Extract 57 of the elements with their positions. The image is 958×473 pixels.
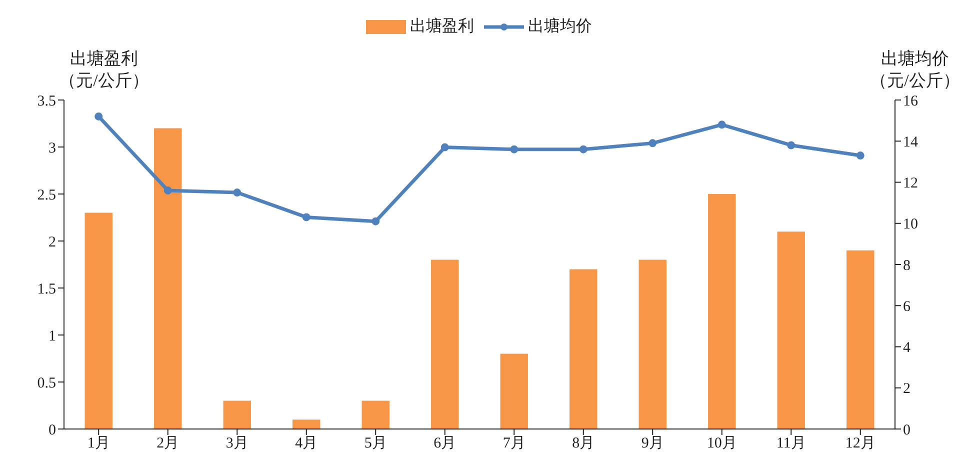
x-tick-label: 1月 — [87, 436, 110, 452]
y2-tick-label: 16 — [903, 93, 918, 110]
bar — [777, 232, 805, 429]
bar — [570, 269, 598, 429]
point — [579, 145, 588, 154]
y-tick-label: 1 — [48, 328, 56, 344]
x-tick-label: 12月 — [845, 436, 876, 452]
y2-tick-label: 10 — [903, 216, 918, 233]
x-tick-label: 2月 — [156, 436, 180, 452]
point — [233, 188, 242, 197]
y-tick-label: 2 — [48, 234, 56, 250]
x-tick-label: 8月 — [572, 436, 595, 452]
bar — [223, 400, 251, 429]
y2-axis-title: 出塘均价（元/公斤） — [870, 49, 958, 90]
bar — [638, 260, 666, 429]
point — [856, 152, 864, 160]
point — [372, 217, 380, 226]
point — [510, 145, 518, 154]
bar — [362, 400, 390, 429]
legend-label: 出塘均价 — [528, 16, 592, 37]
y2-tick-label: 12 — [903, 176, 918, 192]
point — [787, 141, 796, 150]
bar — [84, 212, 112, 429]
y-tick-label: 3.5 — [37, 93, 56, 110]
y-axis-title: 出塘盈利（元/公斤） — [59, 49, 149, 90]
x-tick-label: 5月 — [364, 436, 387, 452]
y2-tick-label: 8 — [903, 258, 910, 274]
x-tick-label: 10月 — [706, 436, 737, 452]
bar — [708, 194, 736, 429]
point — [164, 186, 172, 194]
x-tick-label: 3月 — [226, 436, 248, 452]
y2-tick-label: 0 — [903, 422, 910, 438]
point — [440, 143, 449, 152]
bar — [500, 354, 528, 429]
x-tick-label: 11月 — [776, 436, 806, 452]
bar — [154, 128, 182, 429]
point — [648, 139, 657, 148]
y2-tick-label: 6 — [903, 298, 911, 315]
y-tick-label: 0 — [48, 422, 56, 438]
point — [718, 120, 726, 129]
y-tick-label: 0.5 — [37, 375, 56, 392]
point — [94, 112, 103, 120]
x-tick-label: 7月 — [502, 436, 526, 452]
bar — [292, 420, 320, 429]
x-tick-label: 4月 — [295, 436, 318, 452]
y-tick-label: 3 — [48, 140, 56, 156]
y2-tick-label: 4 — [903, 340, 911, 356]
y2-tick-label: 14 — [903, 134, 918, 150]
legend-label: 出塘盈利 — [410, 16, 474, 37]
y-tick-label: 1.5 — [37, 281, 56, 298]
bar — [431, 260, 459, 429]
x-tick-label: 6月 — [434, 436, 456, 452]
point — [302, 213, 310, 222]
y2-tick-label: 2 — [903, 381, 910, 398]
x-tick-label: 9月 — [641, 436, 664, 452]
bar — [846, 250, 874, 429]
y-tick-label: 2.5 — [37, 187, 56, 204]
